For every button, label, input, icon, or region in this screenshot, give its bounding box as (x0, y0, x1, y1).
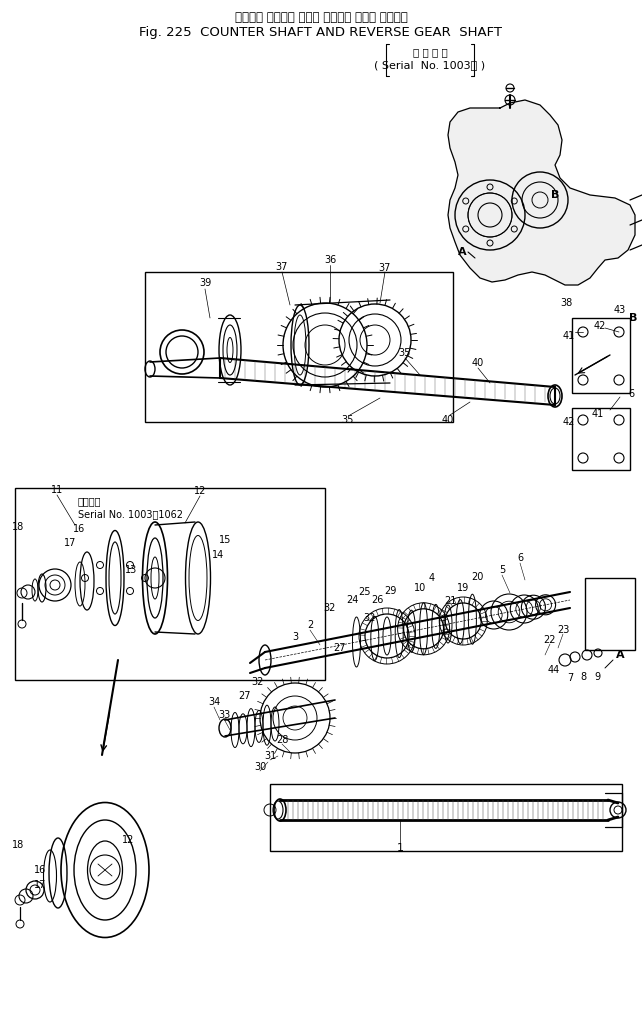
Bar (15, 488, 325, 680)
Text: 39: 39 (199, 278, 211, 288)
Bar (572, 408, 630, 470)
Text: 42: 42 (563, 417, 575, 427)
Text: 27: 27 (239, 691, 251, 701)
Text: Serial No. 1003～1062: Serial No. 1003～1062 (78, 509, 183, 519)
Text: 10: 10 (414, 583, 426, 593)
Polygon shape (448, 100, 635, 285)
Text: 6: 6 (628, 389, 634, 399)
Bar (145, 272, 453, 422)
Text: 27: 27 (334, 643, 346, 653)
Text: 14: 14 (212, 550, 224, 560)
Text: 21: 21 (444, 596, 456, 606)
Text: 9: 9 (594, 672, 600, 682)
Text: 30: 30 (254, 762, 266, 772)
Text: 44: 44 (548, 665, 560, 675)
Text: 28: 28 (276, 735, 288, 745)
Text: 26: 26 (371, 595, 383, 605)
Bar (572, 318, 630, 393)
Text: 40: 40 (442, 415, 454, 425)
Text: 24: 24 (346, 595, 358, 605)
Text: 15: 15 (219, 535, 231, 545)
Text: 5: 5 (499, 565, 505, 575)
Text: B: B (551, 190, 559, 200)
Text: カウンタ シャフト および リバース ギヤー シャフト: カウンタ シャフト および リバース ギヤー シャフト (234, 10, 408, 23)
Text: 37: 37 (276, 262, 288, 272)
Text: A: A (616, 650, 624, 660)
Text: 38: 38 (560, 298, 572, 308)
Text: 35: 35 (342, 415, 354, 425)
Text: 29: 29 (384, 586, 396, 596)
Text: 18: 18 (12, 522, 24, 532)
Text: 36: 36 (324, 255, 336, 265)
Bar (270, 784, 622, 851)
Text: 34: 34 (208, 697, 220, 707)
Text: 19: 19 (457, 583, 469, 593)
Text: 41: 41 (592, 409, 604, 419)
Text: ( Serial  No. 1003～ ): ( Serial No. 1003～ ) (374, 60, 485, 70)
Text: 37: 37 (379, 263, 391, 273)
Text: 32: 32 (364, 613, 376, 623)
Text: A: A (458, 247, 466, 257)
Text: 12: 12 (122, 835, 134, 845)
Text: 25: 25 (359, 587, 371, 597)
Bar (585, 578, 635, 650)
Text: 17: 17 (64, 538, 76, 548)
Text: B: B (629, 313, 638, 323)
Text: 32: 32 (252, 677, 265, 687)
Text: 16: 16 (34, 865, 46, 875)
Text: 20: 20 (471, 572, 483, 582)
Text: 適用号機: 適用号機 (78, 496, 101, 506)
Text: 18: 18 (12, 840, 24, 850)
Text: 40: 40 (472, 358, 484, 368)
Text: 17: 17 (34, 880, 46, 890)
Text: Fig. 225  COUNTER SHAFT AND REVERSE GEAR  SHAFT: Fig. 225 COUNTER SHAFT AND REVERSE GEAR … (139, 25, 503, 39)
Text: 2: 2 (307, 620, 313, 630)
Text: 31: 31 (264, 751, 276, 760)
Text: 41: 41 (563, 331, 575, 341)
Text: 22: 22 (544, 635, 556, 645)
Text: 1: 1 (397, 843, 404, 853)
Text: 16: 16 (73, 524, 85, 534)
Text: 42: 42 (594, 321, 606, 331)
Text: 35: 35 (399, 348, 411, 358)
Text: 12: 12 (194, 486, 206, 496)
Text: 7: 7 (567, 673, 573, 683)
Text: 13: 13 (125, 565, 137, 575)
Text: 適 用 号 機: 適 用 号 機 (413, 47, 447, 57)
Text: 4: 4 (429, 573, 435, 583)
Text: 33: 33 (218, 710, 230, 720)
Text: 23: 23 (557, 625, 569, 635)
Text: 32: 32 (324, 603, 336, 613)
Text: 6: 6 (517, 553, 523, 563)
Text: 11: 11 (51, 485, 63, 495)
Text: 8: 8 (580, 672, 586, 682)
Text: 43: 43 (614, 305, 626, 315)
Text: 3: 3 (292, 632, 298, 642)
